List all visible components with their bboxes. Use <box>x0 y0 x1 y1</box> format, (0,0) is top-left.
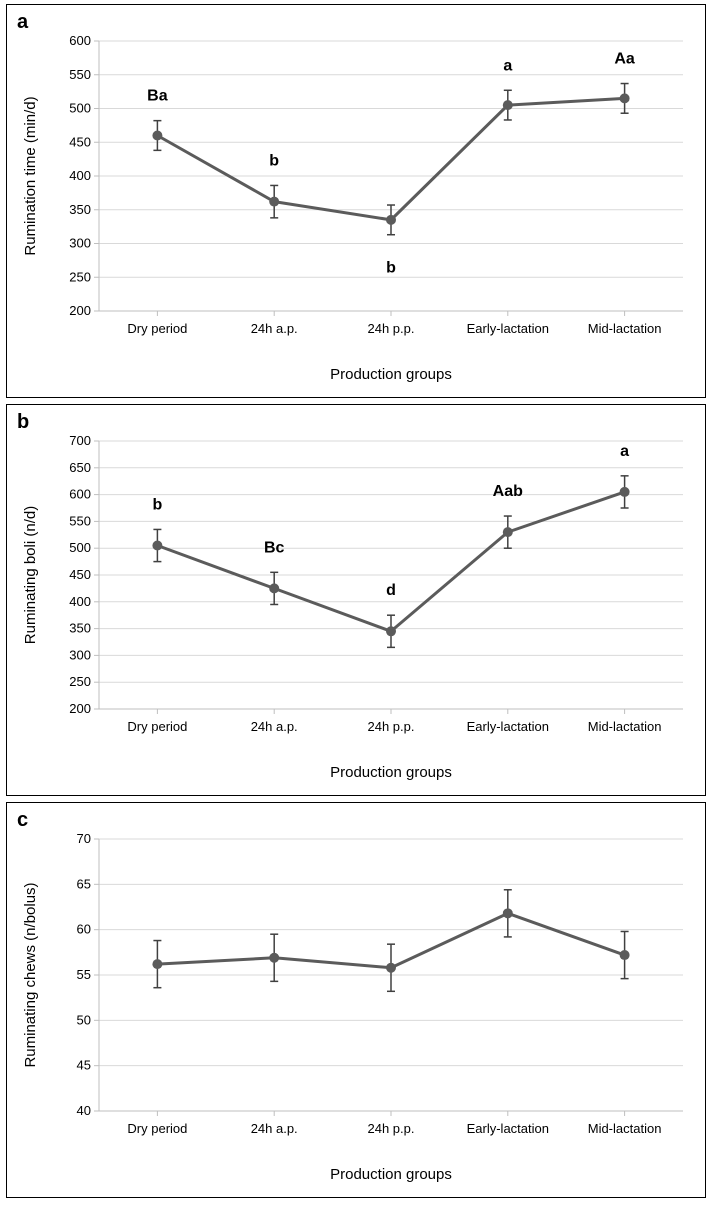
svg-text:Ruminating boli (n/d): Ruminating boli (n/d) <box>22 506 39 644</box>
svg-text:200: 200 <box>69 303 91 318</box>
svg-text:200: 200 <box>69 701 91 716</box>
svg-text:65: 65 <box>77 876 91 891</box>
svg-text:40: 40 <box>77 1103 91 1118</box>
svg-text:Dry period: Dry period <box>127 1121 187 1136</box>
svg-text:700: 700 <box>69 433 91 448</box>
svg-text:Production groups: Production groups <box>330 1166 452 1183</box>
svg-text:250: 250 <box>69 674 91 689</box>
svg-text:b: b <box>153 496 163 513</box>
svg-text:a: a <box>620 443 629 460</box>
panel-label-c: c <box>17 809 28 832</box>
svg-text:600: 600 <box>69 487 91 502</box>
svg-text:450: 450 <box>69 567 91 582</box>
figure-panels: a 200250300350400450500550600Dry period2… <box>0 0 712 1204</box>
svg-text:650: 650 <box>69 460 91 475</box>
svg-text:24h p.p.: 24h p.p. <box>368 321 415 336</box>
panel-c: c 40 45 50 55 60 65 70 Dry period 24h a.p. 24h p.… <box>6 802 706 1198</box>
svg-text:Production groups: Production groups <box>330 366 452 383</box>
svg-text:24h a.p.: 24h a.p. <box>251 1121 298 1136</box>
svg-text:d: d <box>386 582 396 599</box>
svg-text:250: 250 <box>69 269 91 284</box>
svg-text:b: b <box>269 152 279 169</box>
svg-text:500: 500 <box>69 101 91 116</box>
chart-a: 200 250 300 350 400 450 500 550 600 Dry period 24h… <box>7 5 705 397</box>
svg-text:24h p.p.: 24h p.p. <box>368 719 415 734</box>
svg-text:450: 450 <box>69 134 91 149</box>
svg-text:Bc: Bc <box>264 539 285 556</box>
svg-text:24h p.p.: 24h p.p. <box>368 1121 415 1136</box>
svg-text:b: b <box>386 260 396 277</box>
svg-text:350: 350 <box>69 202 91 217</box>
svg-text:Ba: Ba <box>147 88 168 105</box>
svg-text:24h a.p.: 24h a.p. <box>251 719 298 734</box>
chart-b: 200 250 300 350 400 450 500 550 600 650 700 Dry per… <box>7 405 705 795</box>
svg-text:Early-lactation: Early-lactation <box>467 321 549 336</box>
svg-text:300: 300 <box>69 236 91 251</box>
svg-text:400: 400 <box>69 168 91 183</box>
svg-text:Mid-lactation: Mid-lactation <box>588 321 662 336</box>
svg-text:24h a.p.: 24h a.p. <box>251 321 298 336</box>
chart-c: 40 45 50 55 60 65 70 Dry period 24h a.p. 24h p.p.… <box>7 803 705 1197</box>
svg-text:Mid-lactation: Mid-lactation <box>588 1121 662 1136</box>
panel-b: b 200 250 300 350 400 450 500 550 600 650 700 Dry p… <box>6 404 706 796</box>
svg-text:500: 500 <box>69 540 91 555</box>
svg-text:Aa: Aa <box>614 51 635 68</box>
svg-text:Rumination time (min/d): Rumination time (min/d) <box>22 96 39 255</box>
svg-text:70: 70 <box>77 831 91 846</box>
panel-a: a 200250300350400450500550600Dry period2… <box>6 4 706 398</box>
svg-text:550: 550 <box>69 513 91 528</box>
panel-label-a: a <box>17 11 28 34</box>
svg-text:Production groups: Production groups <box>330 764 452 781</box>
svg-text:350: 350 <box>69 621 91 636</box>
svg-text:Early-lactation: Early-lactation <box>467 719 549 734</box>
svg-text:300: 300 <box>69 647 91 662</box>
svg-text:Mid-lactation: Mid-lactation <box>588 719 662 734</box>
svg-text:550: 550 <box>69 67 91 82</box>
svg-text:55: 55 <box>77 967 91 982</box>
svg-text:60: 60 <box>77 922 91 937</box>
svg-text:400: 400 <box>69 594 91 609</box>
svg-text:a: a <box>503 57 512 74</box>
panel-label-b: b <box>17 411 29 434</box>
svg-text:Ruminating chews (n/bolus): Ruminating chews (n/bolus) <box>22 882 39 1067</box>
svg-text:Aab: Aab <box>493 483 523 500</box>
svg-text:45: 45 <box>77 1058 91 1073</box>
svg-text:Dry period: Dry period <box>127 321 187 336</box>
svg-text:50: 50 <box>77 1012 91 1027</box>
svg-text:600: 600 <box>69 33 91 48</box>
svg-text:Dry period: Dry period <box>127 719 187 734</box>
svg-text:Early-lactation: Early-lactation <box>467 1121 549 1136</box>
